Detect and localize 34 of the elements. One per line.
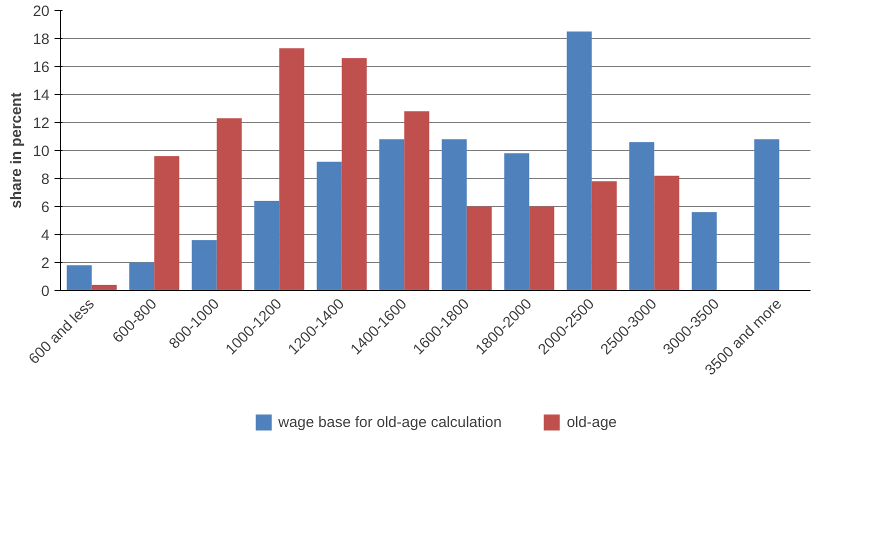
legend-label: old-age bbox=[566, 414, 617, 430]
bar bbox=[129, 262, 154, 290]
bar bbox=[66, 265, 92, 290]
bar bbox=[216, 118, 242, 290]
y-tick-label: 18 bbox=[32, 31, 50, 48]
y-tick-label: 20 bbox=[32, 3, 50, 20]
bar bbox=[192, 240, 217, 290]
y-tick-label: 12 bbox=[32, 115, 50, 132]
bar bbox=[342, 58, 367, 290]
bar bbox=[654, 176, 680, 290]
bar bbox=[442, 139, 467, 290]
bar bbox=[279, 48, 304, 290]
bar bbox=[404, 111, 430, 290]
y-axis-title: share in percent bbox=[8, 92, 25, 208]
bar bbox=[754, 139, 780, 290]
bar bbox=[254, 200, 280, 290]
y-tick-label: 10 bbox=[32, 143, 50, 160]
bar bbox=[316, 162, 342, 290]
bar bbox=[592, 181, 617, 290]
y-tick-label: 8 bbox=[41, 171, 50, 188]
y-tick-label: 4 bbox=[41, 227, 50, 244]
bar bbox=[504, 153, 530, 290]
bar bbox=[529, 206, 554, 290]
bar bbox=[566, 32, 592, 290]
bar bbox=[692, 212, 717, 290]
bar bbox=[154, 156, 180, 290]
bar bbox=[629, 142, 654, 290]
bar bbox=[466, 206, 492, 290]
bar bbox=[379, 139, 404, 290]
y-tick-label: 14 bbox=[32, 87, 50, 104]
y-tick-label: 16 bbox=[32, 59, 50, 76]
y-tick-label: 6 bbox=[41, 199, 50, 216]
y-tick-label: 2 bbox=[41, 255, 50, 272]
legend-label: wage base for old-age calculation bbox=[278, 414, 502, 430]
